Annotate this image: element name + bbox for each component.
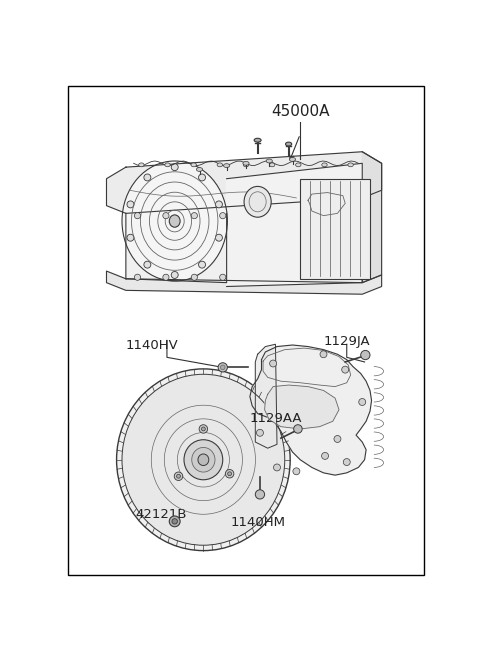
Polygon shape	[227, 163, 362, 286]
Ellipse shape	[244, 187, 271, 217]
Circle shape	[169, 516, 180, 527]
Polygon shape	[126, 214, 227, 283]
Circle shape	[199, 261, 205, 268]
Circle shape	[144, 174, 151, 181]
Circle shape	[199, 424, 208, 433]
Ellipse shape	[122, 374, 285, 545]
Circle shape	[320, 351, 327, 358]
Circle shape	[171, 271, 178, 278]
Circle shape	[163, 213, 169, 219]
Ellipse shape	[217, 163, 223, 167]
Circle shape	[334, 436, 341, 442]
Ellipse shape	[269, 163, 275, 167]
Circle shape	[220, 274, 226, 280]
Circle shape	[172, 519, 178, 524]
Circle shape	[134, 274, 141, 280]
Circle shape	[322, 453, 328, 459]
Circle shape	[216, 201, 222, 208]
Text: 1140HV: 1140HV	[125, 339, 178, 352]
Circle shape	[202, 427, 205, 431]
Circle shape	[220, 365, 225, 369]
Circle shape	[360, 350, 370, 360]
Ellipse shape	[191, 163, 196, 167]
Circle shape	[177, 474, 180, 478]
Circle shape	[342, 366, 348, 373]
Circle shape	[293, 468, 300, 475]
Ellipse shape	[296, 163, 301, 167]
Polygon shape	[362, 152, 382, 283]
Circle shape	[228, 472, 231, 476]
Circle shape	[359, 398, 366, 405]
Polygon shape	[107, 271, 382, 294]
Circle shape	[225, 470, 234, 478]
Ellipse shape	[139, 163, 144, 167]
Ellipse shape	[117, 369, 290, 551]
Ellipse shape	[322, 163, 327, 167]
Ellipse shape	[165, 163, 170, 167]
Circle shape	[171, 164, 178, 170]
Circle shape	[270, 360, 276, 367]
Polygon shape	[250, 345, 372, 475]
Circle shape	[343, 458, 350, 466]
Text: 1129JA: 1129JA	[324, 335, 370, 348]
Circle shape	[274, 464, 280, 471]
Ellipse shape	[266, 159, 272, 163]
Circle shape	[255, 490, 264, 499]
Ellipse shape	[289, 157, 296, 161]
Circle shape	[144, 261, 151, 268]
Text: 1140HM: 1140HM	[230, 516, 285, 529]
Polygon shape	[107, 152, 382, 214]
Text: 1129AA: 1129AA	[249, 412, 302, 425]
Circle shape	[127, 234, 134, 241]
Ellipse shape	[254, 138, 261, 142]
Ellipse shape	[169, 215, 180, 227]
Circle shape	[191, 274, 197, 280]
Ellipse shape	[243, 163, 249, 167]
Circle shape	[174, 472, 183, 481]
Ellipse shape	[192, 447, 215, 472]
Circle shape	[199, 174, 205, 181]
Bar	[300, 179, 370, 279]
Circle shape	[191, 213, 197, 219]
Ellipse shape	[198, 454, 209, 466]
Ellipse shape	[286, 142, 292, 146]
Circle shape	[220, 213, 226, 219]
Ellipse shape	[348, 163, 353, 167]
Ellipse shape	[122, 161, 228, 281]
Circle shape	[134, 213, 141, 219]
Ellipse shape	[196, 168, 203, 172]
Circle shape	[216, 234, 222, 241]
Circle shape	[163, 274, 169, 280]
Circle shape	[294, 424, 302, 433]
Circle shape	[218, 363, 228, 372]
Ellipse shape	[184, 440, 223, 479]
Text: 45000A: 45000A	[271, 103, 329, 119]
Text: 42121B: 42121B	[135, 508, 187, 521]
Ellipse shape	[224, 164, 230, 168]
Polygon shape	[255, 345, 277, 448]
Polygon shape	[264, 385, 339, 429]
Circle shape	[127, 201, 134, 208]
Circle shape	[256, 429, 264, 436]
Ellipse shape	[243, 161, 249, 165]
